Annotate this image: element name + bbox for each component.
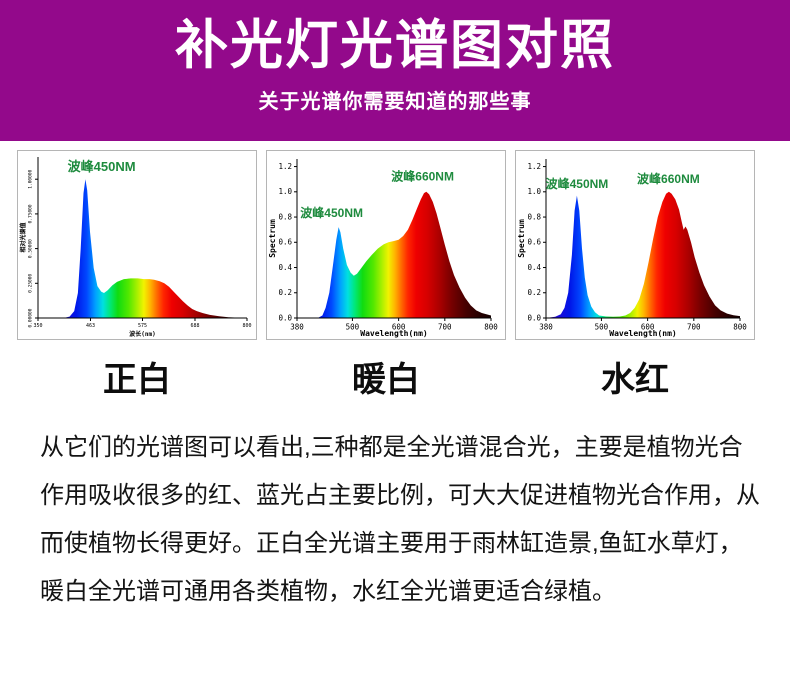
svg-text:波峰450NM: 波峰450NM: [68, 159, 136, 174]
caption-warm-white: 暖白: [352, 361, 420, 399]
svg-text:0.8: 0.8: [527, 212, 541, 221]
svg-text:800: 800: [242, 323, 251, 329]
svg-text:1.0: 1.0: [527, 187, 541, 196]
svg-text:700: 700: [687, 323, 701, 332]
svg-text:0.8: 0.8: [278, 212, 292, 221]
svg-text:Spectrum: Spectrum: [517, 219, 526, 258]
svg-text:0.2: 0.2: [527, 288, 541, 297]
chart-captions-row: 正白 暖白 水红: [0, 352, 790, 401]
spectrum-charts-row: 0.00000 0.25000 0.50000 0.75000 1.00000 350 46…: [0, 141, 790, 340]
svg-text:0.25000: 0.25000: [27, 274, 33, 293]
svg-text:463: 463: [86, 323, 95, 329]
svg-text:700: 700: [438, 323, 452, 332]
svg-text:0.0: 0.0: [278, 313, 292, 322]
svg-text:575: 575: [138, 323, 147, 329]
svg-text:波峰660NM: 波峰660NM: [637, 171, 700, 186]
svg-text:1.2: 1.2: [527, 162, 541, 171]
svg-text:Wavelength(nm): Wavelength(nm): [360, 329, 427, 338]
svg-text:0.0: 0.0: [527, 313, 541, 322]
svg-text:600: 600: [392, 323, 406, 332]
svg-text:相对光谱值: 相对光谱值: [19, 222, 27, 252]
svg-text:380: 380: [290, 323, 304, 332]
svg-text:800: 800: [733, 323, 747, 332]
svg-text:0.6: 0.6: [527, 238, 541, 247]
svg-text:波峰450NM: 波峰450NM: [546, 176, 609, 191]
spectrum-chart-warm-white: 0.0 0.2 0.4 0.6 0.8 1.0 1.2 380 500 600 700 800 Wave…: [268, 159, 498, 338]
chart-card-warm-white: 0.0 0.2 0.4 0.6 0.8 1.0 1.2 380 500 600 700 800 Wave…: [266, 150, 506, 340]
svg-text:688: 688: [190, 323, 199, 329]
svg-text:1.00000: 1.00000: [27, 169, 33, 188]
svg-text:0.50000: 0.50000: [27, 239, 33, 258]
svg-text:波峰660NM: 波峰660NM: [391, 168, 454, 183]
svg-text:Wavelength(nm): Wavelength(nm): [609, 329, 676, 338]
svg-text:1.0: 1.0: [278, 187, 292, 196]
description-line: 作用吸收很多的红、蓝光占主要比例，可大大促进植物光合作用，从: [40, 482, 760, 509]
svg-text:0.75000: 0.75000: [27, 204, 33, 223]
svg-text:500: 500: [346, 323, 360, 332]
svg-text:0.00000: 0.00000: [27, 308, 33, 327]
svg-text:500: 500: [595, 323, 609, 332]
caption-pink-red: 水红: [601, 361, 669, 399]
svg-text:800: 800: [484, 323, 498, 332]
description-line: 从它们的光谱图可以看出,三种都是全光谱混合光，主要是植物光合: [40, 434, 743, 461]
chart-card-pink-red: 0.0 0.2 0.4 0.6 0.8 1.0 1.2 380 500 600 700 800 Wave…: [515, 150, 755, 340]
svg-text:1.2: 1.2: [278, 162, 292, 171]
svg-text:0.4: 0.4: [527, 263, 541, 272]
description-line: 暖白全光谱可通用各类植物，水红全光谱更适合绿植。: [40, 578, 616, 605]
chart-card-pure-white: 0.00000 0.25000 0.50000 0.75000 1.00000 350 46…: [17, 150, 257, 340]
description-paragraph: 从它们的光谱图可以看出,三种都是全光谱混合光，主要是植物光合 作用吸收很多的红、…: [0, 401, 790, 616]
header-banner: 补光灯光谱图对照 关于光谱你需要知道的那些事: [0, 0, 790, 141]
spectrum-chart-pure-white: 0.00000 0.25000 0.50000 0.75000 1.00000 350 46…: [19, 157, 252, 338]
page-title: 补光灯光谱图对照: [175, 16, 615, 75]
svg-text:0.2: 0.2: [278, 288, 292, 297]
svg-text:波峰450NM: 波峰450NM: [300, 205, 363, 220]
svg-text:0.4: 0.4: [278, 263, 292, 272]
description-line: 而使植物长得更好。正白全光谱主要用于雨林缸造景,鱼缸水草灯，: [40, 530, 743, 557]
caption-pure-white: 正白: [103, 361, 171, 399]
svg-text:350: 350: [33, 323, 42, 329]
spectrum-chart-pink-red: 0.0 0.2 0.4 0.6 0.8 1.0 1.2 380 500 600 700 800 Wave…: [517, 159, 747, 338]
svg-text:380: 380: [539, 323, 553, 332]
page-subtitle: 关于光谱你需要知道的那些事: [258, 91, 532, 114]
svg-text:Spectrum: Spectrum: [268, 219, 277, 258]
svg-text:波长(nm): 波长(nm): [129, 330, 155, 338]
svg-text:600: 600: [641, 323, 655, 332]
svg-text:0.6: 0.6: [278, 238, 292, 247]
